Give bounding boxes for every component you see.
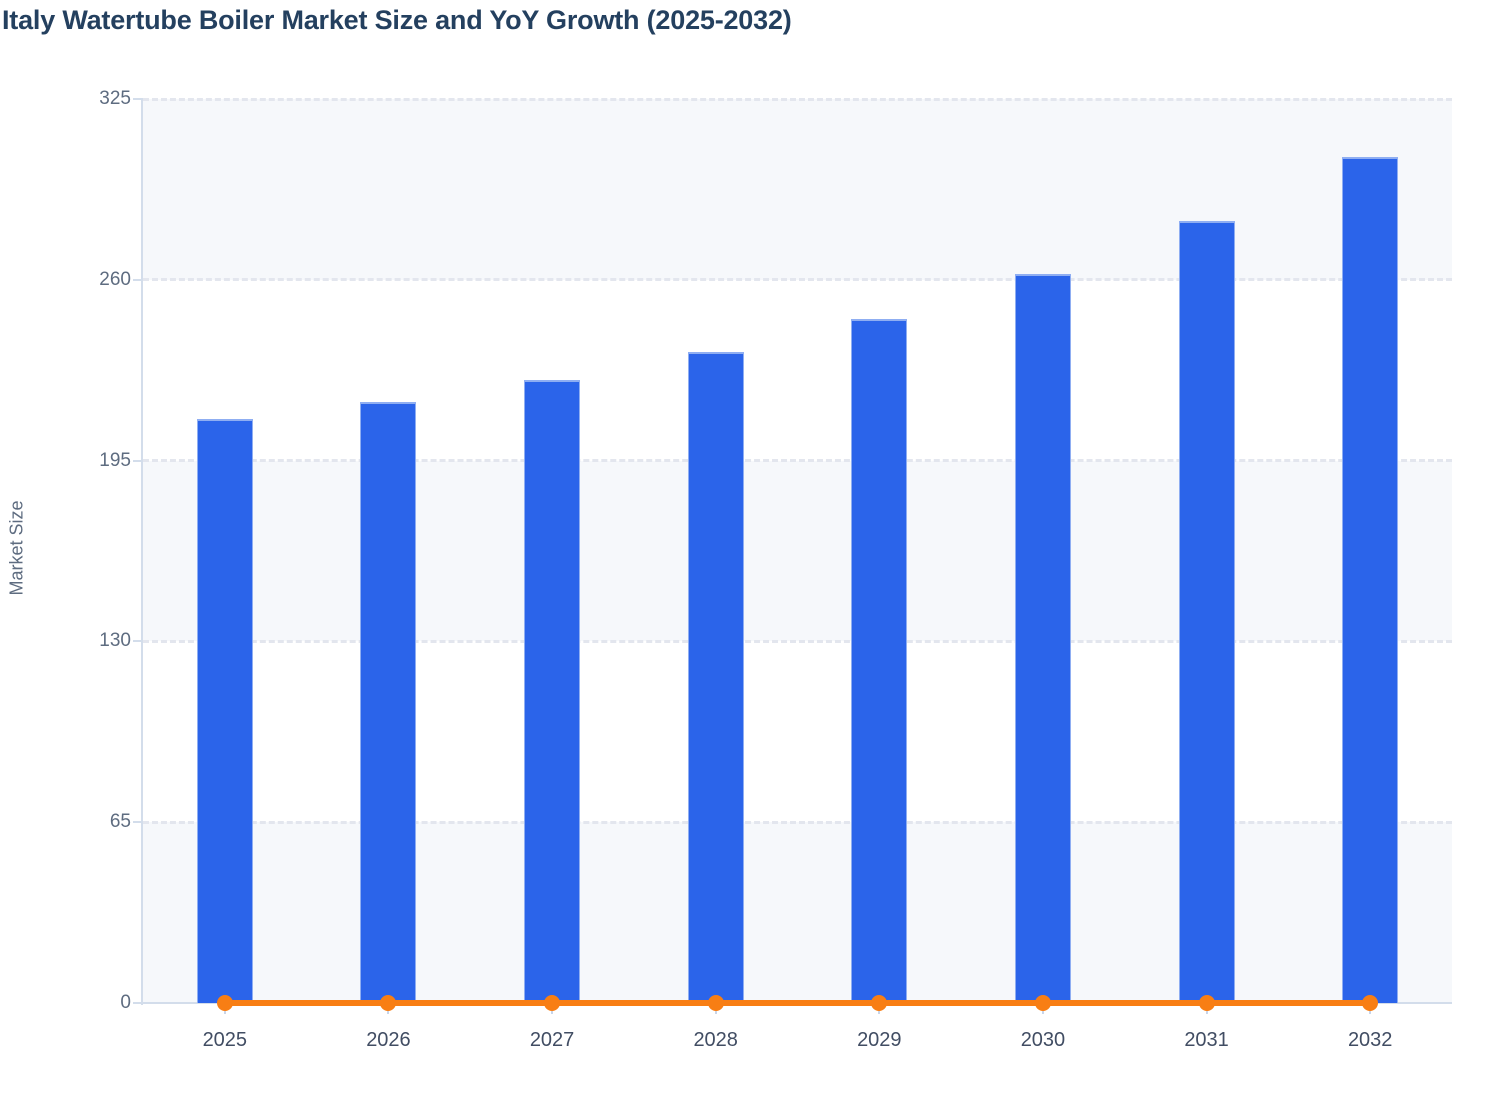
line-segment [388, 1000, 553, 1006]
y-tick-mark [133, 459, 143, 462]
bar-2027[interactable] [524, 379, 581, 1003]
y-tick-mark [133, 98, 143, 100]
line-segment [1042, 1000, 1207, 1006]
gridline [143, 820, 1452, 824]
plot-band [143, 99, 1452, 280]
bar-2029[interactable] [851, 318, 908, 1003]
x-tick-label-2028: 2028 [693, 1029, 738, 1051]
y-tick-mark [133, 278, 143, 281]
line-segment [715, 1000, 880, 1006]
chart-title: Italy Watertube Boiler Market Size and Y… [2, 5, 792, 35]
plot-band [143, 460, 1452, 642]
plot-band [143, 822, 1452, 1003]
line-point-2029[interactable] [871, 995, 888, 1011]
gridline [143, 278, 1452, 282]
x-tick-label-2027: 2027 [529, 1029, 575, 1051]
bar-2028[interactable] [687, 352, 744, 1003]
line-segment [1206, 1000, 1371, 1006]
bar-2026[interactable] [360, 402, 417, 1003]
y-tick-mark [133, 1002, 143, 1004]
y-tick-label: 260 [99, 268, 131, 290]
line-point-2028[interactable] [707, 995, 724, 1011]
x-tick-label-2025: 2025 [202, 1029, 248, 1051]
gridline [143, 97, 1452, 101]
y-tick-mark [133, 821, 143, 824]
line-point-2031[interactable] [1198, 995, 1215, 1011]
line-segment [552, 1000, 716, 1006]
line-segment [879, 1000, 1043, 1006]
bar-2030[interactable] [1014, 274, 1071, 1003]
x-tick-label-2026: 2026 [366, 1029, 411, 1051]
gridline [143, 459, 1452, 463]
bar-2032[interactable] [1342, 157, 1399, 1003]
y-axis-line [141, 99, 143, 1005]
x-tick-label-2029: 2029 [857, 1029, 902, 1051]
y-tick-mark [133, 640, 143, 643]
line-point-2027[interactable] [544, 995, 561, 1011]
line-segment [224, 1000, 389, 1006]
y-tick-label: 325 [99, 88, 131, 109]
x-tick-label-2031: 2031 [1184, 1029, 1229, 1051]
line-point-2026[interactable] [380, 995, 397, 1011]
y-tick-label: 130 [99, 630, 131, 652]
line-point-2032[interactable] [1362, 995, 1379, 1011]
y-axis-title: Market Size [6, 500, 27, 596]
y-tick-label: 195 [99, 449, 131, 471]
line-point-2025[interactable] [216, 995, 233, 1011]
bar-2031[interactable] [1178, 221, 1235, 1003]
bar-2025[interactable] [196, 418, 253, 1003]
x-tick-label-2030: 2030 [1020, 1029, 1066, 1051]
line-point-2030[interactable] [1034, 995, 1051, 1011]
y-tick-label: 0 [120, 992, 131, 1013]
y-tick-label: 65 [109, 811, 131, 833]
x-tick-label-2032: 2032 [1347, 1029, 1393, 1051]
gridline [143, 639, 1452, 643]
